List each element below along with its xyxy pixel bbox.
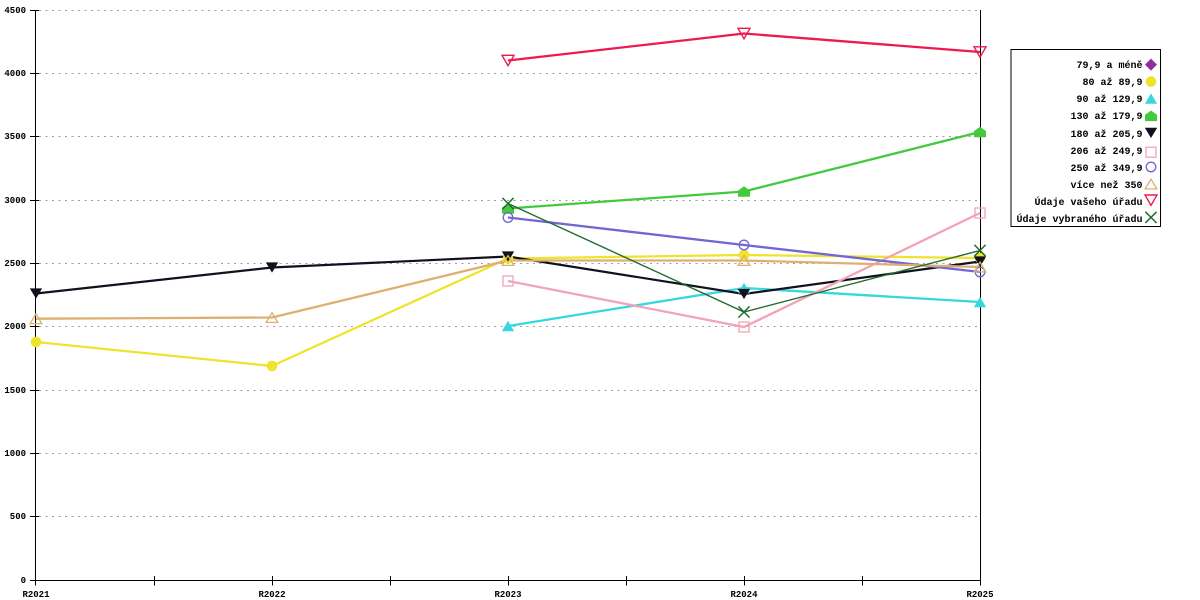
svg-text:R2022: R2022 — [258, 590, 285, 600]
svg-text:Údaje vybraného úřadu: Údaje vybraného úřadu — [1016, 212, 1142, 226]
svg-text:2000: 2000 — [4, 322, 26, 332]
svg-text:1500: 1500 — [4, 386, 26, 396]
svg-text:206 až 249,9: 206 až 249,9 — [1070, 146, 1142, 158]
svg-text:500: 500 — [10, 512, 26, 522]
svg-text:79,9 a méně: 79,9 a méně — [1076, 60, 1142, 72]
svg-text:více než 350: více než 350 — [1070, 180, 1142, 192]
svg-text:R2025: R2025 — [966, 590, 993, 600]
svg-text:3500: 3500 — [4, 132, 26, 142]
svg-text:130 až 179,9: 130 až 179,9 — [1070, 111, 1142, 123]
svg-text:R2023: R2023 — [494, 590, 521, 600]
svg-text:R2021: R2021 — [22, 590, 50, 600]
svg-text:80 až 89,9: 80 až 89,9 — [1082, 77, 1142, 89]
svg-text:4000: 4000 — [4, 69, 26, 79]
svg-text:4500: 4500 — [4, 6, 26, 16]
svg-text:2500: 2500 — [4, 259, 26, 269]
svg-text:Údaje vašeho úřadu: Údaje vašeho úřadu — [1034, 195, 1142, 209]
svg-text:1000: 1000 — [4, 449, 26, 459]
svg-text:250 až 349,9: 250 až 349,9 — [1070, 163, 1142, 175]
svg-text:0: 0 — [21, 576, 26, 586]
svg-text:R2024: R2024 — [730, 590, 758, 600]
svg-text:3000: 3000 — [4, 196, 26, 206]
svg-text:180 až 205,9: 180 až 205,9 — [1070, 129, 1142, 141]
svg-text:90 až 129,9: 90 až 129,9 — [1076, 94, 1142, 106]
